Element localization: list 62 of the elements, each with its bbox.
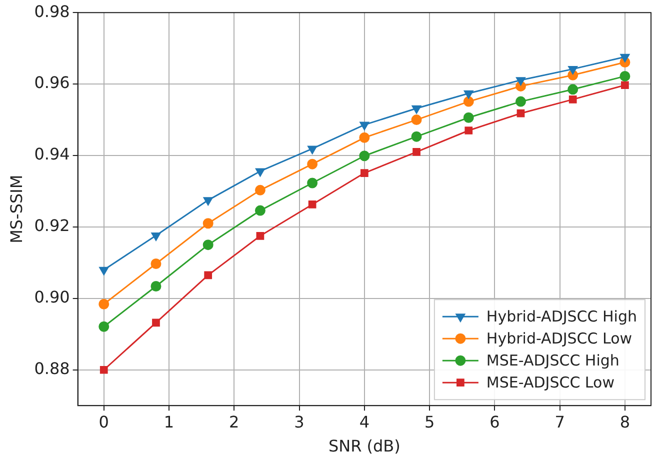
point: [150, 281, 162, 292]
point: [464, 90, 474, 99]
point: [360, 122, 370, 130]
y-axis-title: MS-SSIM: [6, 174, 26, 244]
point: [463, 96, 474, 107]
point: [620, 54, 630, 62]
point: [98, 321, 110, 332]
point: [515, 96, 526, 107]
legend-label: Hybrid-ADJSCC Low: [486, 329, 632, 348]
point: [412, 105, 422, 114]
point: [202, 218, 214, 229]
point: [151, 232, 161, 241]
x-axis-title: SNR (dB): [328, 436, 400, 456]
point: [621, 81, 629, 90]
y-tick-label: 0.96: [34, 73, 70, 92]
point: [516, 109, 525, 118]
point: [98, 298, 110, 310]
x-tick-label: 2: [229, 412, 240, 432]
y-tick-label: 0.92: [34, 216, 70, 236]
point: [307, 178, 318, 188]
x-tick-label: 0: [98, 412, 109, 432]
point: [152, 318, 160, 327]
point: [99, 266, 109, 276]
point: [568, 95, 577, 104]
y-tick-label: 0.94: [34, 144, 70, 164]
point: [254, 184, 266, 196]
y-tick-label: 0.98: [34, 2, 70, 21]
x-tick-label: 3: [294, 412, 304, 432]
point: [568, 66, 578, 74]
point: [150, 258, 162, 270]
y-tick-label: 0.90: [34, 288, 70, 307]
point: [463, 112, 474, 123]
x-tick-label: 8: [620, 412, 630, 432]
point: [256, 232, 264, 240]
point: [204, 271, 212, 280]
point: [568, 84, 578, 95]
point: [308, 146, 317, 154]
legend-label: MSE-ADJSCC High: [486, 351, 620, 370]
point: [203, 197, 213, 206]
point: [411, 131, 422, 142]
point: [100, 366, 108, 374]
legend-label: Hybrid-ADJSCC High: [486, 307, 638, 326]
x-tick-label: 6: [490, 412, 500, 432]
point: [359, 150, 370, 162]
point: [411, 114, 422, 126]
point: [254, 205, 266, 216]
x-tick-label: 4: [359, 412, 370, 432]
x-tick-label: 1: [164, 412, 174, 432]
point: [359, 132, 370, 143]
point: [256, 168, 265, 176]
point: [516, 77, 526, 86]
legend-label: MSE-ADJSCC Low: [486, 373, 614, 392]
y-tick-label: 0.88: [34, 359, 70, 378]
point: [307, 158, 318, 170]
point: [412, 148, 420, 156]
x-tick-label: 5: [424, 412, 435, 432]
x-tick-label: 7: [554, 412, 565, 432]
point: [202, 240, 214, 250]
point: [620, 70, 630, 82]
point: [308, 200, 316, 208]
point: [464, 126, 473, 134]
point: [360, 169, 368, 177]
